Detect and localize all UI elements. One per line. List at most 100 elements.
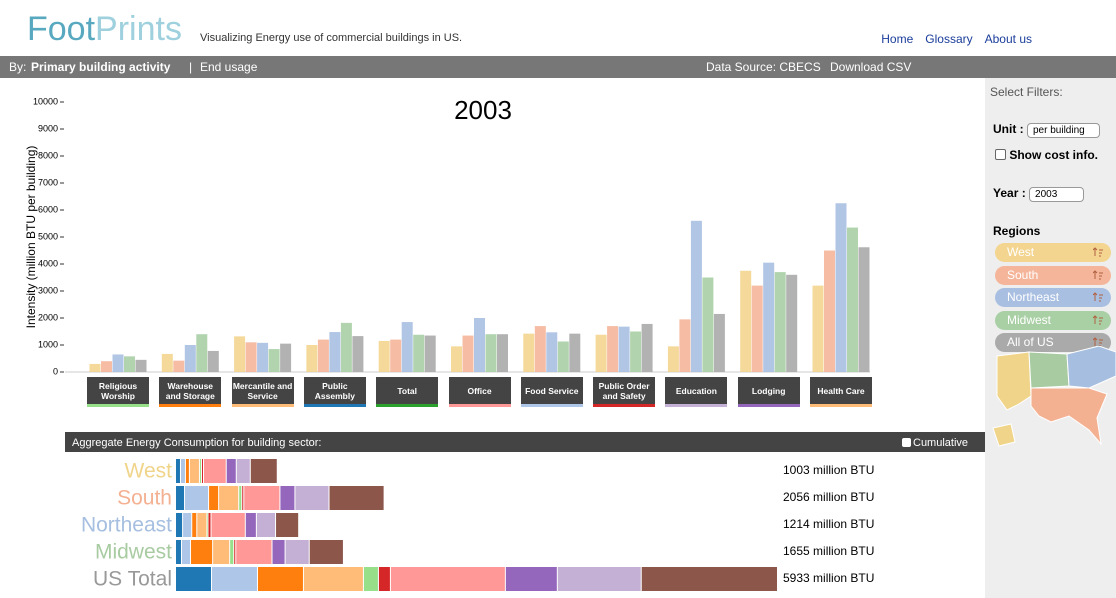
sort-icon[interactable] [1093,292,1103,302]
segment [230,540,234,564]
bar [451,346,462,372]
unit-select[interactable]: per building [1027,123,1100,138]
chart: 2003 Intensity (million BTU per building… [24,95,985,591]
nav: Home Glossary About us [881,32,1032,46]
segment [208,513,211,537]
download-link[interactable]: Download CSV [830,60,912,74]
segment [280,486,295,510]
segment [256,513,276,537]
region-pill[interactable]: All of US [995,333,1111,352]
aggregate-title: Aggregate Energy Consumption for buildin… [72,437,321,449]
bar [569,333,581,372]
y-tick-label: 6000 [38,204,58,214]
segment [363,567,378,591]
primary-tab[interactable]: Primary building activity [31,60,171,74]
bar [306,345,318,372]
bar [112,354,124,372]
segment [239,486,242,510]
year-row: Year : 2003 [993,186,1085,202]
bar [546,332,558,372]
category-label[interactable]: Public Order and Safety [593,377,656,407]
bar [462,335,474,372]
row-total: 1214 million BTU [783,517,874,531]
segment [176,540,181,564]
category-label[interactable]: Public Assembly [303,377,366,407]
toolbar: By: Primary building activity | End usag… [0,56,1116,78]
segment [185,459,189,483]
bar [101,361,112,372]
chart-title: 2003 [454,95,512,125]
nav-link[interactable]: About us [984,32,1032,46]
bar [329,332,341,372]
category-label[interactable]: Education [665,377,728,407]
segment [176,459,180,483]
segment [176,513,183,537]
region-pill[interactable]: Midwest [995,310,1111,330]
segment [176,567,212,591]
y-tick-label: 10000 [33,96,58,106]
cumulative-label: Cumulative [913,437,968,449]
category-label[interactable]: Food Service [520,377,583,407]
year-label: Year : [993,186,1026,200]
row-label: West [125,460,173,483]
bar [184,345,196,372]
secondary-tab[interactable]: End usage [200,60,258,74]
category-label[interactable]: Mercantile and Service [231,377,294,407]
y-axis-label: Intensity (million BTU per building) [24,146,38,329]
bar [824,250,835,372]
category-label[interactable]: Lodging [737,377,800,407]
row-label: US Total [93,568,172,591]
segment [309,540,343,564]
category-label[interactable]: Total [376,377,439,407]
cost-checkbox[interactable] [995,149,1006,160]
bar [641,323,653,372]
segment [204,459,226,483]
segment [213,540,230,564]
region-name: Midwest [1007,312,1052,327]
bar [774,272,786,372]
y-tick-label: 7000 [38,177,58,187]
sort-icon[interactable] [1093,314,1103,325]
segment [257,567,303,591]
unit-row: Unit : per building [993,122,1100,138]
year-select[interactable]: 2003 [1029,187,1085,202]
cumulative-checkbox[interactable] [902,438,911,447]
bar [245,342,257,372]
category-label[interactable]: Health Care [810,377,872,407]
segment [209,486,219,510]
bar [497,334,508,372]
bar [702,277,714,372]
category-label[interactable]: Warehouse and Storage [159,377,222,407]
bar [557,341,569,372]
bar [858,247,870,372]
sort-icon[interactable] [1093,269,1103,280]
y-tick-label: 9000 [38,123,58,133]
bar [786,274,798,372]
segment [189,459,199,483]
segment [378,567,390,591]
row-total: 2056 million BTU [783,490,874,504]
bar [847,227,858,372]
map-midwest [1028,351,1070,389]
bar [763,262,775,372]
segment [236,540,272,564]
segment [390,567,505,591]
row-label: Northeast [81,514,172,537]
region-pill[interactable]: South [995,265,1111,285]
nav-link[interactable]: Home [881,32,914,46]
sort-icon[interactable] [1093,337,1103,347]
category-label[interactable]: Religious Worship [87,377,149,407]
category-label[interactable]: Office [448,377,511,407]
region-pill[interactable]: Northeast [995,288,1111,307]
y-tick-label: 5000 [38,231,58,241]
map-west [996,351,1032,411]
nav-link[interactable]: Glossary [925,32,973,46]
segment [192,513,197,537]
sort-icon[interactable] [1093,247,1103,257]
segment [180,459,185,483]
logo[interactable]: FootPrints [27,10,182,49]
bar [413,334,425,372]
region-pill[interactable]: West [995,243,1111,262]
segment [285,540,309,564]
bar [401,322,413,372]
